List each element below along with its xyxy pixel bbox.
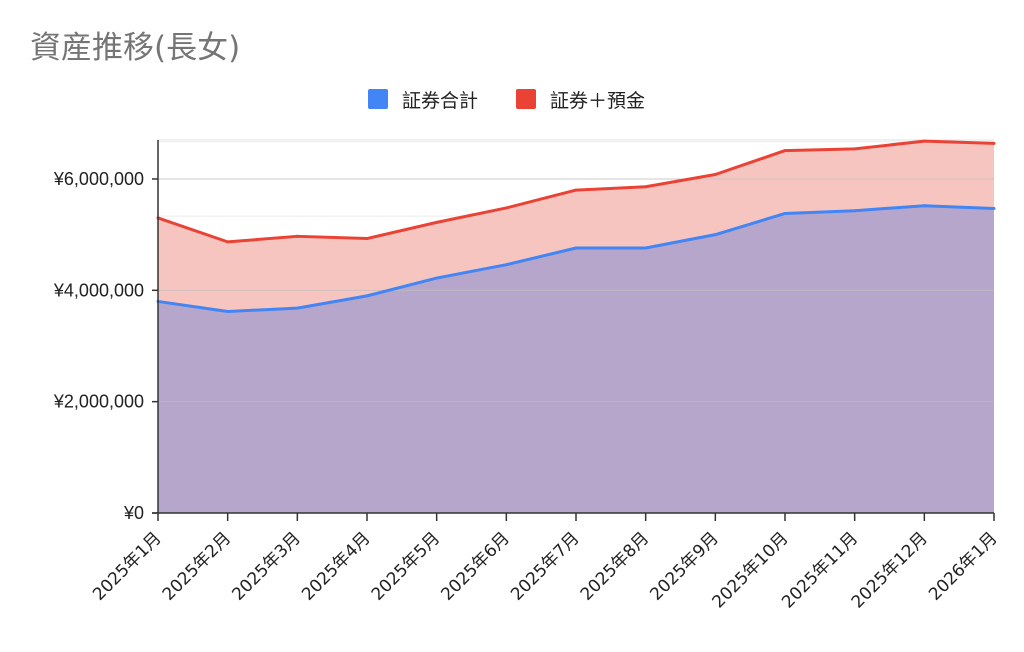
data-point	[713, 233, 717, 237]
data-point	[504, 263, 508, 267]
data-point	[226, 309, 230, 313]
data-point	[574, 188, 578, 192]
x-tick-label: 2025年1月	[89, 528, 165, 604]
data-point	[783, 149, 787, 153]
y-tick-label: ¥6,000,000	[53, 169, 144, 189]
x-tick-label: 2026年1月	[925, 528, 1001, 604]
x-tick-label: 2025年6月	[437, 528, 513, 604]
chart-title: 資産推移(長女)	[30, 30, 241, 66]
data-point	[922, 204, 926, 208]
data-point	[853, 147, 857, 151]
data-point	[435, 220, 439, 224]
legend: 証券合計 証券＋預金	[0, 84, 1024, 114]
data-point	[992, 206, 996, 210]
y-tick-label: ¥4,000,000	[53, 280, 144, 300]
data-point	[295, 234, 299, 238]
data-point	[574, 246, 578, 250]
data-point	[435, 276, 439, 280]
data-point	[783, 211, 787, 215]
data-point	[226, 240, 230, 244]
legend-item-securities-deposits[interactable]: 証券＋預金	[516, 84, 645, 114]
data-point	[644, 246, 648, 250]
legend-label-securities: 証券合計	[402, 89, 479, 112]
data-point	[504, 206, 508, 210]
x-tick-label: 2025年3月	[228, 528, 304, 604]
area-fill-series-0	[158, 205, 994, 513]
x-tick-label: 2025年5月	[368, 528, 444, 604]
data-point	[992, 141, 996, 145]
legend-swatch-securities	[368, 89, 388, 109]
data-point	[295, 306, 299, 310]
data-point	[365, 237, 369, 241]
x-tick-label: 2025年9月	[646, 528, 722, 604]
y-tick-label: ¥2,000,000	[53, 392, 144, 412]
data-point	[922, 139, 926, 143]
data-point	[713, 173, 717, 177]
x-tick-label: 2025年7月	[507, 528, 583, 604]
y-tick-label: ¥0	[123, 503, 144, 523]
x-tick-label: 2025年4月	[298, 528, 374, 604]
data-point	[853, 209, 857, 213]
data-point	[365, 294, 369, 298]
x-tick-label: 2025年2月	[159, 528, 235, 604]
legend-label-securities-deposits: 証券＋預金	[550, 89, 646, 112]
legend-swatch-securities-deposits	[516, 89, 536, 109]
x-tick-label: 2025年8月	[577, 528, 653, 604]
legend-item-securities[interactable]: 証券合計	[368, 84, 478, 114]
data-point	[644, 185, 648, 189]
